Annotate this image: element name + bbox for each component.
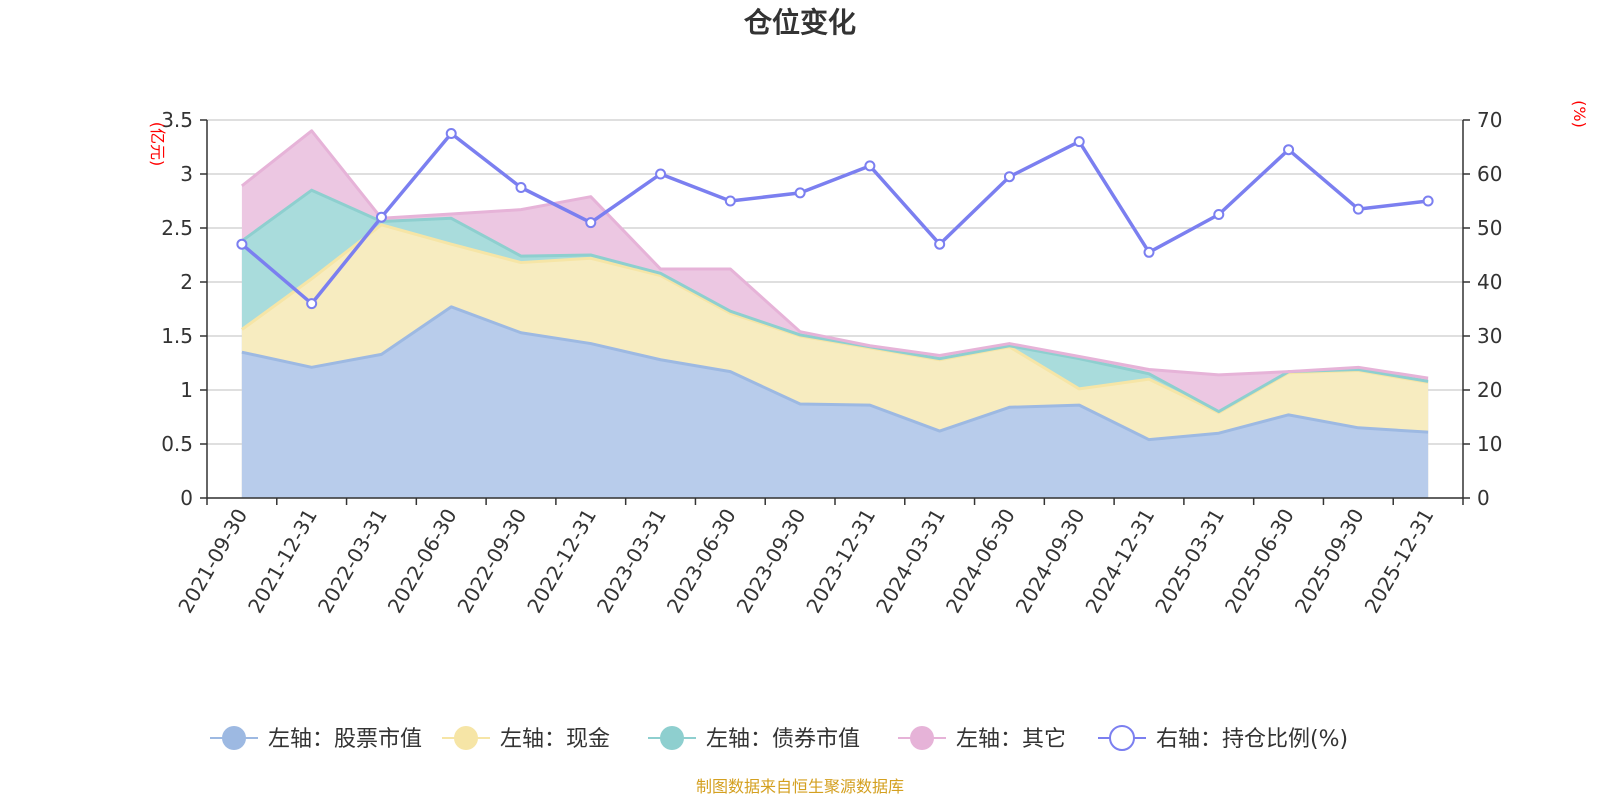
legend-item[interactable]: 左轴：现金 — [442, 726, 610, 752]
x-tick-label: 2023-12-31 — [801, 505, 880, 618]
right-tick-label: 40 — [1477, 270, 1502, 294]
ratio-point[interactable] — [375, 211, 387, 223]
right-tick-label: 10 — [1477, 432, 1502, 456]
ratio-point[interactable] — [1213, 209, 1225, 220]
ratio-point[interactable] — [445, 128, 457, 139]
x-tick-label: 2025-09-30 — [1290, 505, 1369, 618]
legend-item[interactable]: 右轴：持仓比例(%) — [1098, 725, 1348, 752]
left-tick-label: 2.5 — [161, 216, 193, 240]
legend-marker-icon — [660, 726, 684, 750]
area-layer — [240, 129, 1429, 499]
x-tick-label: 2023-09-30 — [732, 505, 811, 618]
left-tick-label: 1 — [180, 378, 193, 402]
x-tick-label: 2024-03-31 — [871, 505, 950, 618]
legend-item[interactable]: 左轴：债券市值 — [648, 726, 860, 752]
legend-marker-icon — [222, 726, 246, 750]
ratio-point[interactable] — [236, 238, 248, 250]
ratio-point[interactable] — [655, 168, 667, 180]
x-tick-label: 2024-06-30 — [941, 505, 1020, 618]
area-edge-3 — [240, 129, 1429, 380]
line-layer — [236, 128, 1434, 310]
ratio-line — [240, 131, 1429, 306]
left-tick-label: 0.5 — [161, 432, 193, 456]
x-tick-label: 2023-03-31 — [592, 505, 671, 618]
legend-label: 左轴：其它 — [956, 727, 1066, 752]
right-tick-label: 70 — [1477, 108, 1502, 132]
ratio-point[interactable] — [864, 160, 876, 172]
ratio-point[interactable] — [1422, 195, 1434, 207]
ratio-point[interactable] — [934, 238, 946, 250]
x-tick-label: 2024-09-30 — [1011, 505, 1090, 618]
x-tick-label: 2023-06-30 — [662, 505, 741, 618]
ratio-point[interactable] — [1143, 246, 1155, 258]
chart-title: 仓位变化 — [744, 6, 856, 39]
area-edge-0 — [241, 305, 1429, 442]
ratio-point[interactable] — [1073, 136, 1085, 148]
legend-marker-icon — [910, 726, 934, 750]
legend-marker-icon — [1109, 725, 1135, 751]
x-tick-label: 2022-03-31 — [313, 505, 392, 618]
right-tick-label: 20 — [1477, 378, 1502, 402]
right-tick-label: 30 — [1477, 324, 1502, 348]
x-tick-label: 2025-12-31 — [1360, 505, 1439, 618]
x-tick-label: 2021-12-31 — [243, 505, 322, 618]
x-tick-label: 2021-09-30 — [173, 505, 252, 618]
left-tick-label: 3 — [180, 162, 193, 186]
legend: 左轴：股票市值 左轴：现金 左轴：债券市值 左轴：其它 右轴：持仓比例(%) — [210, 725, 1348, 752]
right-axis-label: (%) — [1570, 100, 1589, 128]
left-tick-label: 2 — [180, 270, 193, 294]
legend-label: 左轴：债券市值 — [706, 727, 860, 752]
x-tick-label: 2022-09-30 — [452, 505, 531, 618]
x-tick-label: 2025-06-30 — [1220, 505, 1299, 618]
ratio-point[interactable] — [794, 187, 806, 199]
ratio-point[interactable] — [515, 182, 527, 193]
ratio-point[interactable] — [1283, 144, 1295, 156]
area-edge-2 — [241, 188, 1429, 414]
ratio-point[interactable] — [724, 195, 736, 207]
x-tick-label: 2025-03-31 — [1150, 505, 1229, 618]
area-0 — [241, 306, 1429, 498]
legend-label: 左轴：股票市值 — [268, 727, 422, 752]
left-tick-label: 0 — [180, 486, 193, 510]
legend-item[interactable]: 左轴：股票市值 — [210, 726, 422, 752]
ratio-point[interactable] — [306, 298, 318, 310]
legend-item[interactable]: 左轴：其它 — [898, 726, 1066, 752]
x-tick-label: 2022-06-30 — [383, 505, 462, 618]
legend-label: 右轴：持仓比例(%) — [1156, 727, 1348, 752]
left-tick-label: 1.5 — [161, 324, 193, 348]
legend-label: 左轴：现金 — [500, 727, 610, 752]
left-tick-label: 3.5 — [161, 108, 193, 132]
legend-marker-icon — [454, 726, 478, 750]
footer-source-text: 制图数据来自恒生聚源数据库 — [696, 777, 904, 796]
right-tick-label: 60 — [1477, 162, 1502, 186]
right-tick-label: 0 — [1477, 486, 1490, 510]
ratio-point[interactable] — [585, 217, 597, 229]
ratio-point[interactable] — [1003, 171, 1015, 183]
ratio-point[interactable] — [1352, 203, 1364, 215]
x-tick-label: 2024-12-31 — [1080, 505, 1159, 618]
right-tick-label: 50 — [1477, 216, 1502, 240]
x-tick-label: 2022-12-31 — [522, 505, 601, 618]
left-axis-label: (亿元) — [148, 122, 167, 167]
